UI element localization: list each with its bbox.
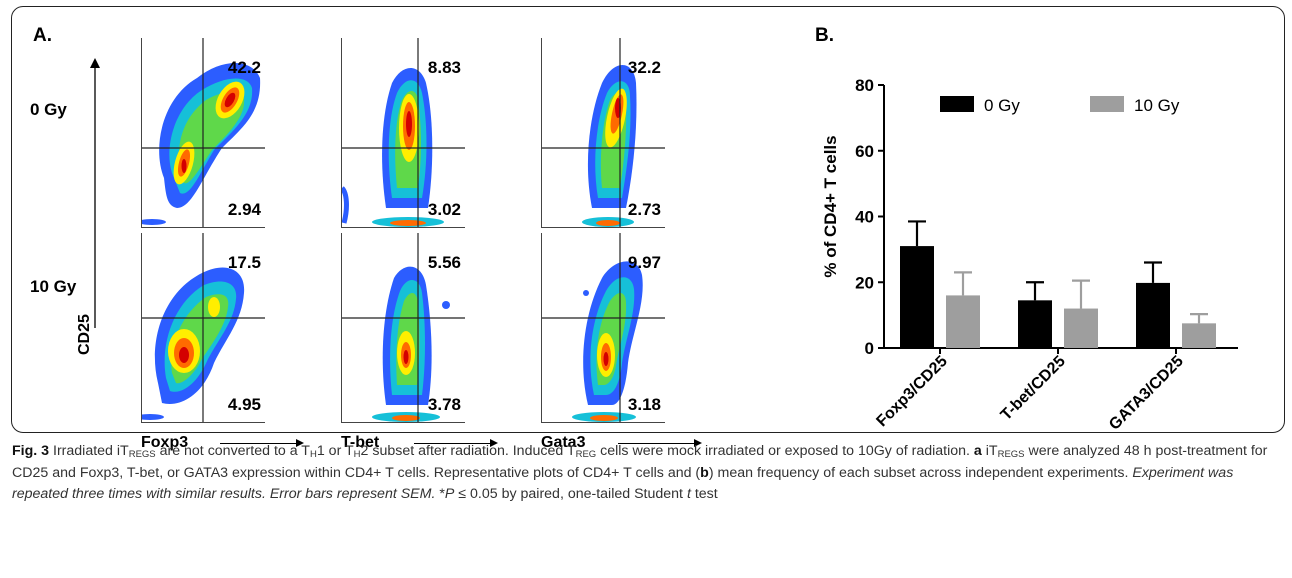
density-plot — [142, 38, 265, 227]
quadrant-lower-right: 3.02 — [427, 200, 461, 219]
quadrant-upper-right: 5.56 — [427, 253, 461, 272]
flow-plot-0gy-foxp3: 42.2 2.94 — [141, 38, 265, 228]
caption-panel-b-ref: b — [700, 464, 709, 481]
quadrant-lower-right: 2.94 — [227, 200, 261, 219]
caption-italic: t — [686, 486, 691, 502]
flow-plot-0gy-gata3: 32.2 2.73 — [541, 38, 665, 228]
y-axis-label: % of CD4+ T cells — [821, 135, 840, 277]
bar — [1136, 282, 1170, 348]
caption-text: ) mean frequency of each subset across i… — [708, 464, 1133, 481]
y-axis-arrow — [90, 58, 100, 328]
x-marker-arrow — [618, 437, 702, 449]
quadrant-upper-right: 42.2 — [227, 58, 261, 77]
density-plot — [142, 233, 265, 422]
caption-text: test — [690, 486, 718, 502]
panel-b-label: B. — [815, 25, 834, 46]
density-plot — [542, 38, 665, 227]
caption-sub: REGS — [128, 449, 156, 460]
y-axis-label: CD25 — [76, 314, 93, 355]
y-tick-label: 40 — [855, 208, 874, 227]
x-tick-label: Foxp3/CD25 — [873, 353, 950, 430]
flow-plot-10gy-gata3: 9.97 3.18 — [541, 233, 665, 423]
y-tick-label: 60 — [855, 142, 874, 161]
x-marker-foxp3: Foxp3 — [141, 434, 189, 451]
quadrant-lower-right: 3.78 — [427, 395, 461, 414]
caption-text: are not converted to a T — [155, 443, 310, 459]
x-marker-tbet: T-bet — [341, 434, 380, 451]
caption-italic: P — [444, 486, 455, 502]
quadrant-upper-right: 17.5 — [227, 253, 261, 272]
caption-sub: H — [353, 449, 361, 460]
caption-text: Irradiated iT — [49, 443, 129, 459]
legend-swatch — [940, 96, 974, 112]
flow-plot-0gy-tbet: 8.83 3.02 — [341, 38, 465, 228]
caption-text: 1 or T — [316, 443, 354, 459]
quadrant-upper-right: 32.2 — [627, 58, 661, 77]
quadrant-lower-right: 2.73 — [627, 200, 661, 219]
caption-fig-label: Fig. 3 — [12, 443, 50, 459]
row-label-0gy: 0 Gy — [30, 100, 67, 119]
x-tick-label: T-bet/CD25 — [998, 353, 1069, 424]
quadrant-lower-right: 3.18 — [627, 395, 661, 414]
bar — [1064, 308, 1098, 348]
quadrant-lower-right: 4.95 — [227, 395, 261, 414]
caption-sub: REGS — [997, 449, 1025, 460]
x-tick-label: GATA3/CD25 — [1106, 353, 1187, 430]
flow-plot-10gy-foxp3: 17.5 4.95 — [141, 233, 265, 423]
quadrant-upper-right: 9.97 — [627, 253, 661, 272]
figure-caption: Fig. 3 Irradiated iTREGS are not convert… — [12, 441, 1280, 506]
caption-text: ≤ 0.05 by paired, one-tailed Student — [454, 486, 687, 502]
bar-chart: 0 20 40 60 80 % of CD4+ T cells Foxp3/CD25 T-be… — [821, 76, 1238, 430]
bar — [1018, 300, 1052, 348]
caption-text: * — [435, 486, 445, 502]
y-tick-label: 0 — [865, 339, 874, 358]
density-plot — [342, 38, 465, 227]
caption-text: iT — [981, 443, 998, 459]
x-marker-gata3: Gata3 — [541, 434, 586, 451]
quadrant-upper-right: 8.83 — [427, 58, 461, 77]
caption-panel-a-ref: a — [973, 443, 982, 459]
density-plot — [342, 233, 465, 422]
caption-italic: Experiment was repeated three times with… — [12, 464, 1234, 503]
density-plot — [542, 233, 665, 422]
panel-a-label: A. — [33, 25, 52, 46]
flow-plot-10gy-tbet: 5.56 3.78 — [341, 233, 465, 423]
y-tick-label: 20 — [855, 273, 874, 292]
legend-label: 0 Gy — [984, 96, 1020, 115]
bar — [946, 295, 980, 348]
y-tick-label: 80 — [855, 76, 874, 95]
bar — [1182, 323, 1216, 348]
legend-swatch — [1090, 96, 1124, 112]
caption-text: cells were mock irradiated or exposed to… — [596, 443, 974, 459]
x-marker-arrow — [220, 437, 304, 449]
bar — [900, 246, 934, 348]
row-label-10gy: 10 Gy — [30, 277, 77, 296]
caption-sub: H — [309, 449, 317, 460]
caption-sub: REG — [575, 449, 597, 460]
caption-text: were analyzed 48 h post-treatment for CD… — [12, 443, 1268, 481]
x-marker-arrow — [414, 437, 498, 449]
caption-text: 2 subset after radiation. Induced T — [360, 443, 576, 459]
legend-label: 10 Gy — [1134, 96, 1180, 115]
